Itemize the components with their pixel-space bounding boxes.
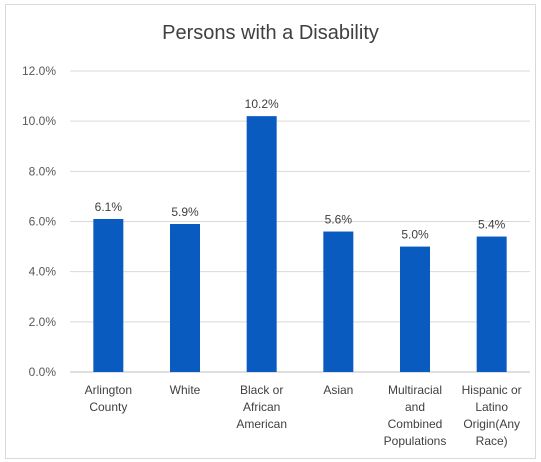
bar (93, 218, 124, 372)
bar (246, 116, 277, 373)
y-tick-label: 4.0% (29, 265, 57, 279)
data-label: 5.4% (478, 218, 506, 232)
y-tick-label: 10.0% (22, 114, 56, 128)
y-tick-label: 6.0% (29, 215, 57, 229)
bar (476, 236, 507, 372)
bar (400, 246, 430, 372)
y-tick-label: 8.0% (29, 164, 57, 178)
x-tick-label: Multiracial and Combined Populations (384, 383, 447, 448)
bar (170, 224, 200, 372)
data-label: 5.9% (171, 205, 199, 219)
data-label: 5.6% (325, 213, 353, 227)
x-tick-label: Black or African American (236, 383, 287, 431)
data-label: 6.1% (95, 200, 123, 214)
y-tick-label: 2.0% (29, 315, 57, 329)
y-tick-label: 12.0% (22, 64, 56, 78)
data-label: 10.2% (245, 97, 279, 111)
x-tick-label: Arlington County (85, 383, 132, 414)
y-tick-label: 0.0% (29, 365, 57, 379)
bar (323, 231, 354, 372)
x-tick-label: Hispanic or Latino Origin(Any Race) (462, 383, 522, 448)
x-tick-label: White (170, 383, 201, 397)
x-tick-label: Asian (323, 383, 353, 397)
chart-title: Persons with a Disability (162, 22, 379, 44)
data-label: 5.0% (401, 228, 429, 242)
